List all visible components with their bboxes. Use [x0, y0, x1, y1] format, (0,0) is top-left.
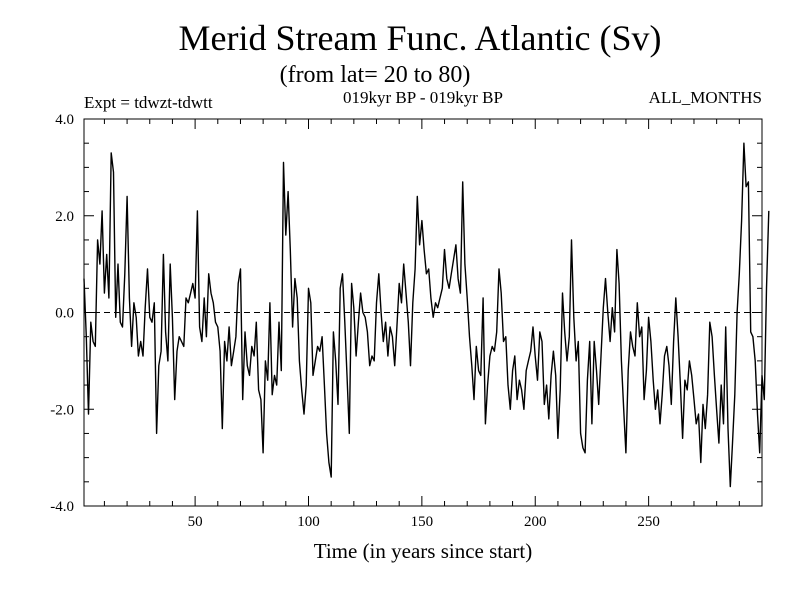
- y-tick-label: 4.0: [55, 112, 74, 128]
- period-label: 019kyr BP - 019kyr BP: [343, 88, 503, 107]
- ticks: [84, 118, 762, 507]
- y-tick-label: -2.0: [50, 402, 74, 418]
- series-line: [83, 142, 770, 488]
- tick-labels: 50 100 150 200 250 -4.0 -2.0 0.0 2.0 4.0: [50, 112, 660, 530]
- months-label: ALL_MONTHS: [649, 88, 762, 107]
- x-tick-label: 200: [524, 514, 547, 530]
- y-tick-label: 2.0: [55, 209, 74, 225]
- chart-title: Merid Stream Func. Atlantic (Sv): [179, 18, 662, 58]
- experiment-label: Expt = tdwzt-tdwtt: [84, 93, 213, 112]
- x-tick-label: 250: [637, 514, 660, 530]
- chart-subtitle: (from lat= 20 to 80): [280, 62, 471, 88]
- x-tick-label: 50: [188, 514, 203, 530]
- x-tick-label: 150: [411, 514, 434, 530]
- y-tick-label: -4.0: [50, 499, 74, 515]
- x-axis-label: Time (in years since start): [314, 539, 533, 563]
- x-tick-label: 100: [297, 514, 320, 530]
- y-tick-label: 0.0: [55, 306, 74, 322]
